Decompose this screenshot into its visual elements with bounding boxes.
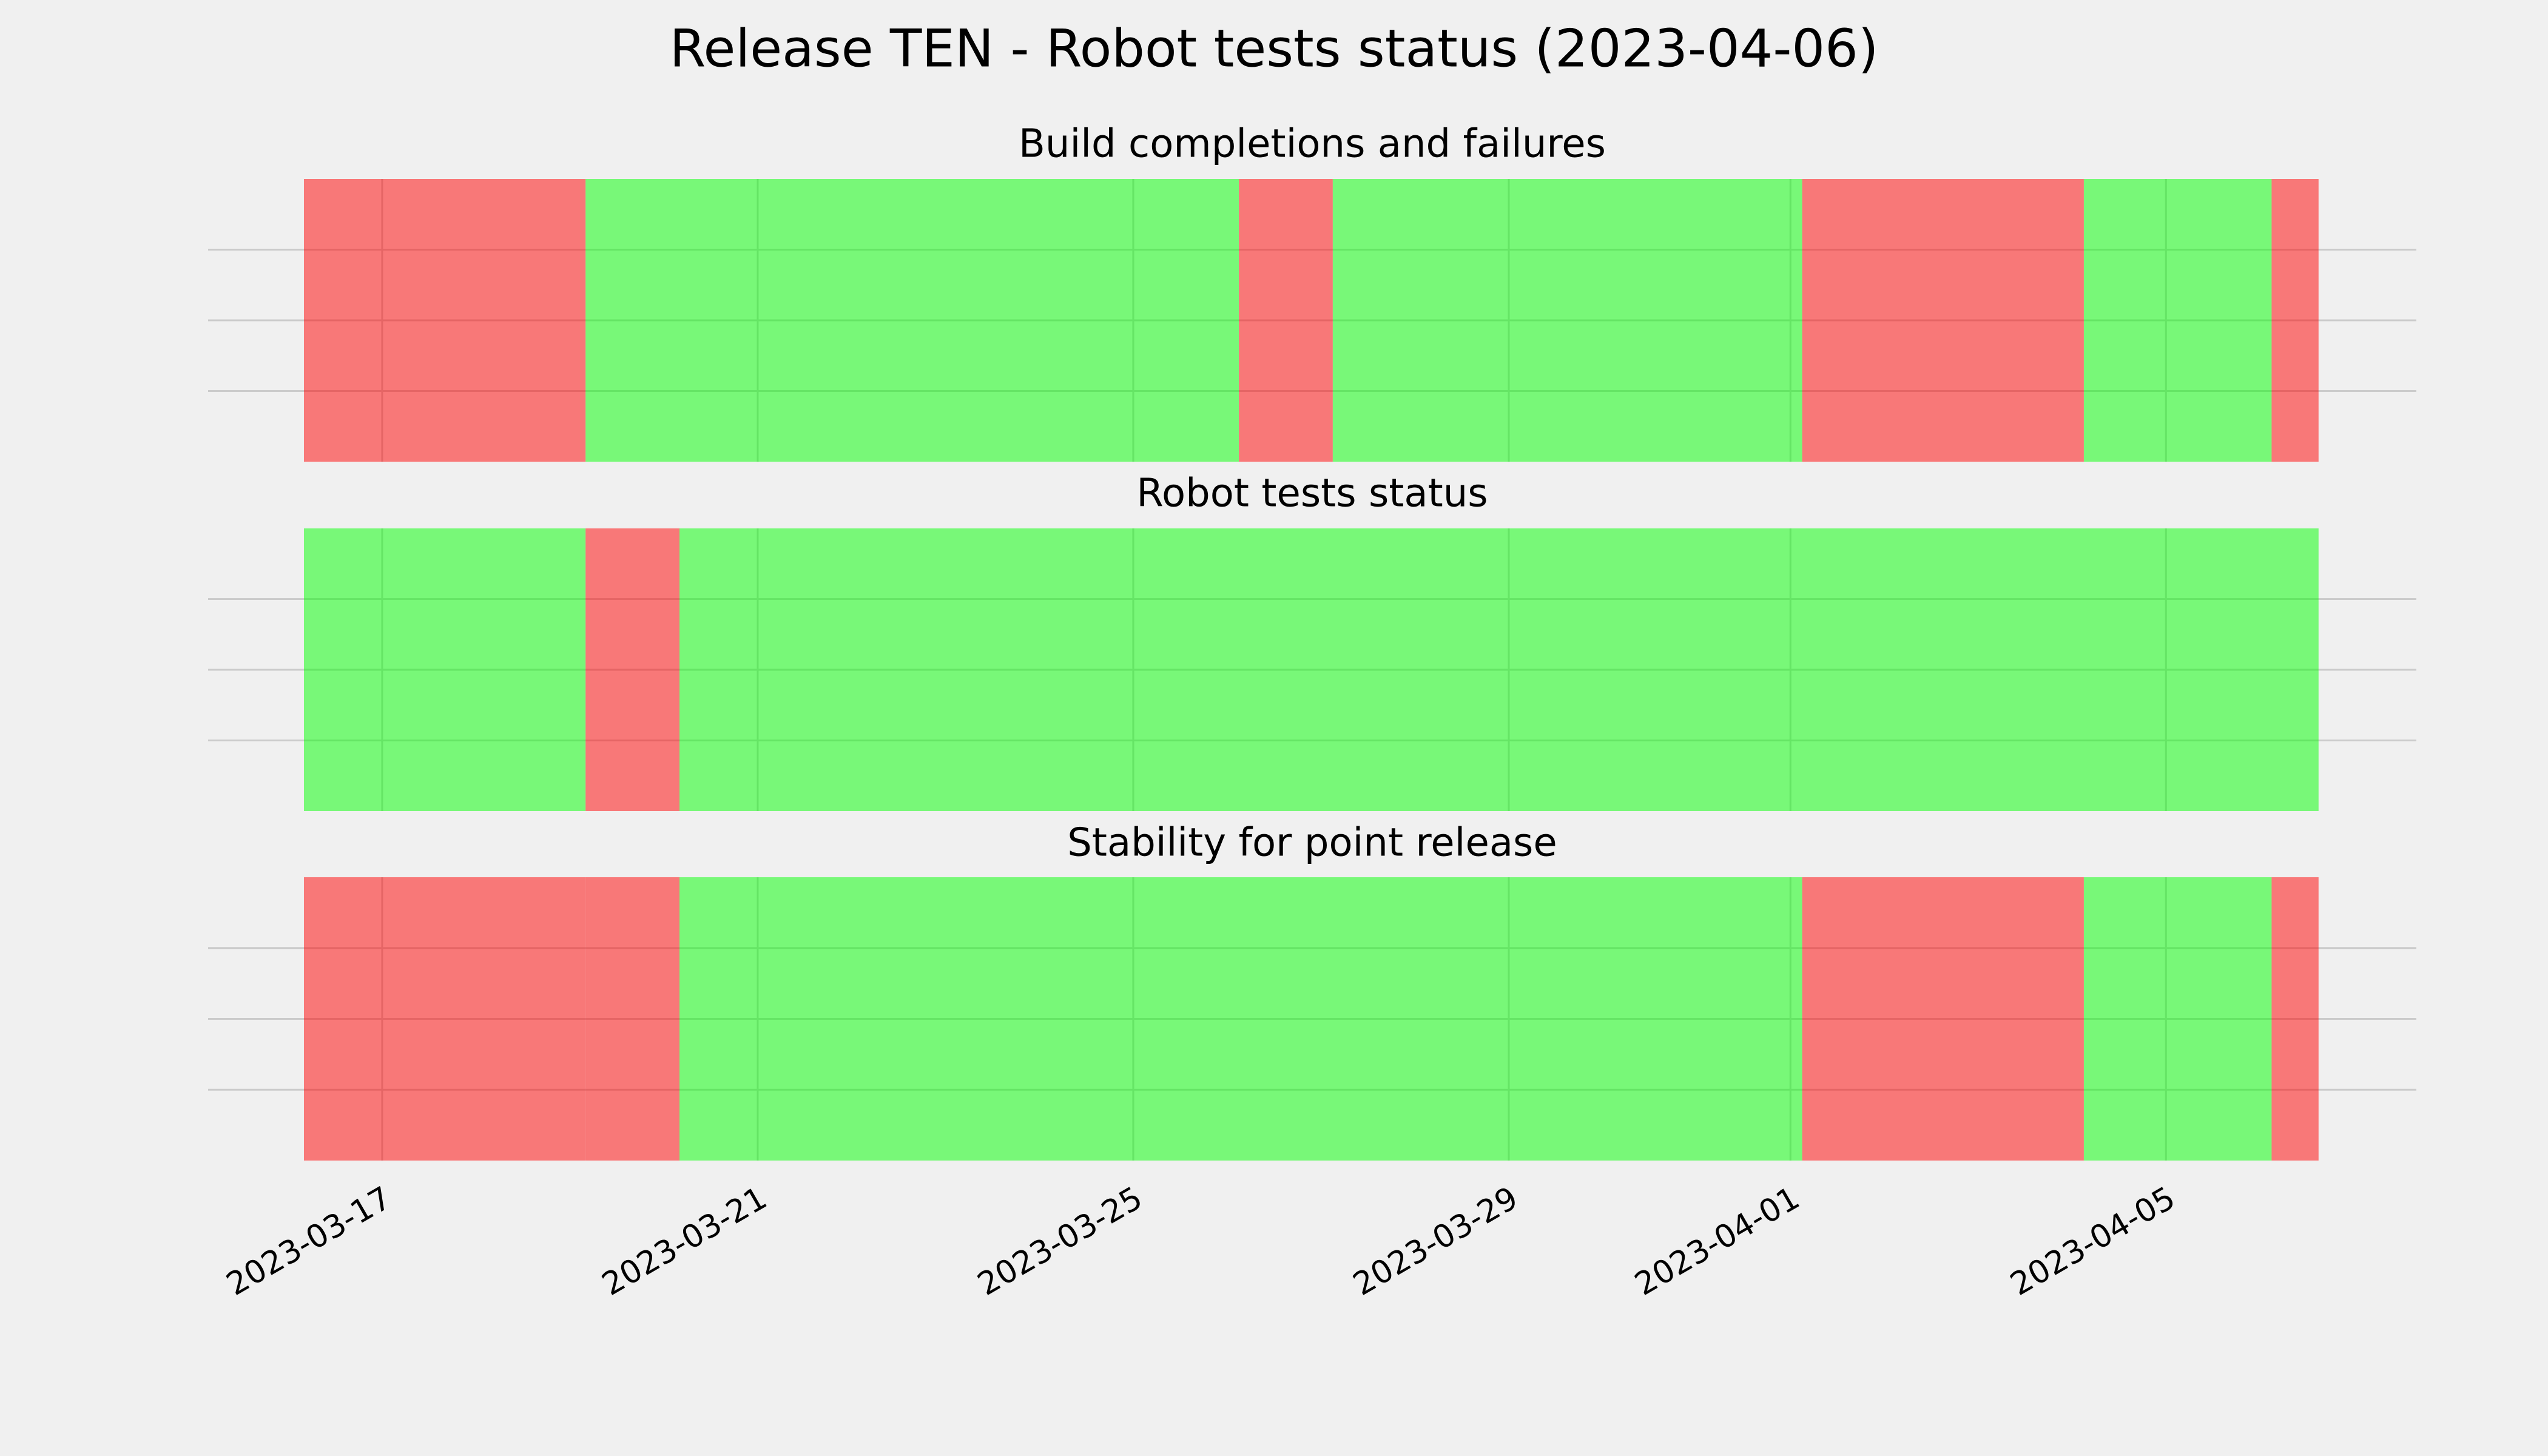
status-span [2271, 179, 2319, 462]
status-span [585, 877, 680, 1161]
status-span [2083, 179, 2272, 462]
status-span [1332, 179, 1802, 462]
status-span [679, 877, 1802, 1161]
chart-title: Release TEN - Robot tests status (2023-0… [670, 18, 1879, 79]
status-span [303, 528, 586, 811]
status-span [585, 528, 680, 811]
subplot-title: Build completions and failures [1019, 122, 1606, 167]
status-span [303, 877, 586, 1161]
status-span [585, 179, 1239, 462]
status-span [2083, 877, 2272, 1161]
status-span [679, 528, 2319, 811]
subplot-title: Robot tests status [1136, 471, 1488, 516]
status-span [2271, 877, 2319, 1161]
status-span [1802, 179, 2084, 462]
status-span [1239, 179, 1333, 462]
subplot-title: Stability for point release [1067, 821, 1557, 866]
status-span [303, 179, 586, 462]
status-span [1802, 877, 2084, 1161]
